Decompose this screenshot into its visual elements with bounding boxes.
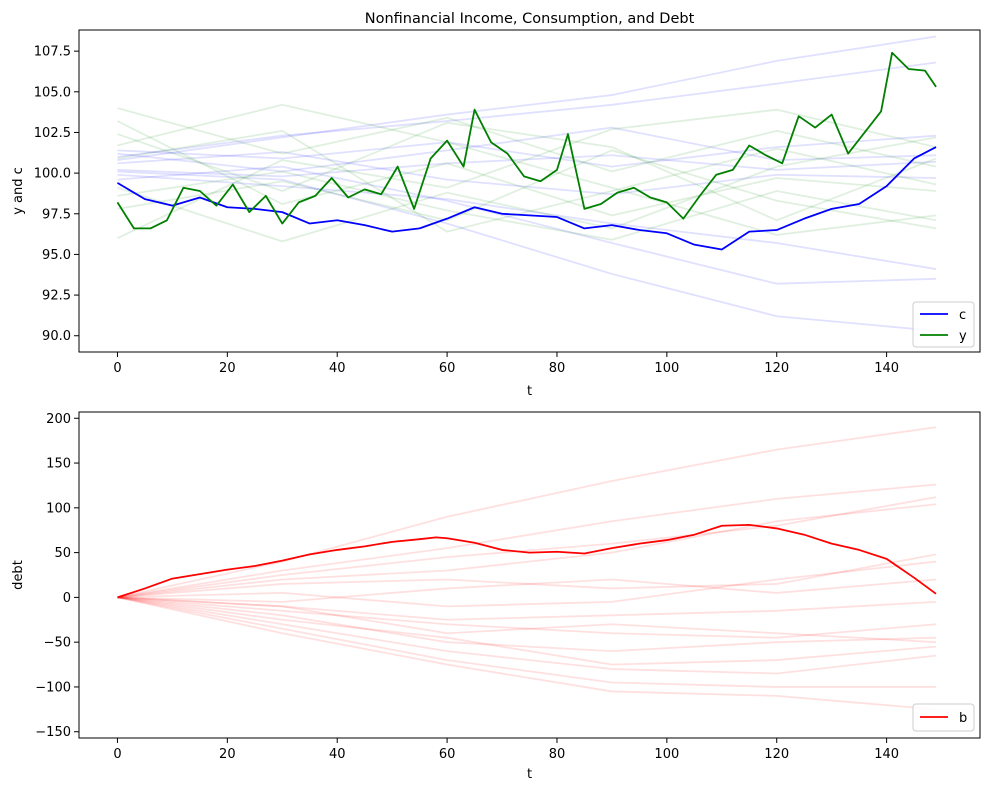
x-tick-label: 120 (764, 747, 789, 762)
x-tick-label: 140 (874, 361, 899, 376)
x-tick-label: 140 (874, 747, 899, 762)
x-tick-label: 20 (219, 747, 236, 762)
background-path (117, 136, 937, 243)
background-path (117, 596, 937, 666)
bottom-ticks: 0 20 40 60 80 100 120 140 −150 −100 −50 0 50 100 150 20… (35, 412, 899, 762)
background-path (117, 103, 937, 236)
background-path (117, 61, 937, 158)
x-tick-label: 120 (764, 361, 789, 376)
background-path (117, 35, 937, 161)
background-path (117, 553, 937, 599)
background-path (117, 121, 937, 222)
background-path (117, 154, 937, 178)
top-series-lines (116, 51, 937, 251)
x-tick-label: 40 (329, 361, 346, 376)
y-tick-label: 92.5 (42, 289, 71, 304)
background-path (117, 134, 937, 168)
background-path (117, 107, 937, 173)
background-path (117, 170, 937, 332)
background-path (117, 149, 937, 230)
background-path (117, 426, 937, 599)
top-x-axis-label: t (527, 384, 532, 399)
y-tick-label: 0 (63, 591, 71, 606)
x-tick-label: 0 (113, 361, 121, 376)
y-tick-label: 150 (46, 457, 71, 472)
bottom-legend: b (912, 703, 975, 732)
x-tick-label: 0 (113, 747, 121, 762)
background-path (117, 496, 937, 599)
y-tick-label: 105.0 (34, 85, 71, 100)
bottom-y-axis-label: debt (11, 560, 26, 590)
background-path (117, 120, 937, 217)
y-tick-label: 100 (46, 501, 71, 516)
y-tick-label: 95.0 (42, 248, 71, 263)
x-tick-label: 60 (439, 361, 456, 376)
top-background-paths (117, 35, 937, 332)
legend-label-b: b (959, 711, 967, 726)
top-legend: c y (912, 301, 975, 348)
background-path (117, 596, 937, 644)
top-panel: Nonfinancial Income, Consumption, and De… (11, 11, 981, 399)
series-line-c (116, 146, 937, 251)
y-tick-label: 50 (54, 546, 71, 561)
background-path (117, 129, 937, 233)
legend-label-y: y (959, 329, 967, 344)
y-tick-label: 90.0 (42, 329, 71, 344)
background-path (117, 151, 937, 196)
y-tick-label: 102.5 (34, 126, 71, 141)
x-tick-label: 100 (654, 361, 679, 376)
bottom-x-axis-label: t (527, 767, 532, 782)
x-tick-label: 20 (219, 361, 236, 376)
background-path (117, 596, 937, 639)
background-path (117, 596, 937, 711)
top-plot-area (78, 29, 981, 353)
background-path (117, 483, 937, 599)
background-path (117, 596, 937, 653)
top-ticks: 0 20 40 60 80 100 120 140 90.0 92.5 95.0 97.5 100.0 1… (34, 45, 899, 376)
x-tick-label: 40 (329, 747, 346, 762)
top-y-axis-label: y and c (11, 167, 26, 215)
background-path (117, 108, 937, 239)
background-path (117, 596, 937, 621)
background-path (117, 578, 937, 603)
bottom-background-paths (117, 426, 937, 711)
background-path (117, 560, 937, 608)
x-tick-label: 80 (549, 747, 566, 762)
y-tick-label: 200 (46, 412, 71, 427)
x-tick-label: 60 (439, 747, 456, 762)
background-path (117, 165, 937, 285)
y-tick-label: 107.5 (34, 45, 71, 60)
y-tick-label: −150 (35, 725, 71, 740)
background-path (117, 126, 937, 173)
background-path (117, 596, 937, 675)
y-tick-label: −100 (35, 680, 71, 695)
top-chart-title: Nonfinancial Income, Consumption, and De… (365, 11, 695, 27)
background-path (117, 596, 937, 688)
legend-label-c: c (959, 308, 966, 323)
series-line-y (116, 51, 937, 230)
background-path (117, 173, 937, 270)
x-tick-label: 80 (549, 361, 566, 376)
y-tick-label: 97.5 (42, 207, 71, 222)
background-path (117, 170, 937, 241)
series-line-b (117, 523, 937, 599)
y-tick-label: 100.0 (34, 167, 71, 182)
background-path (117, 503, 937, 599)
bottom-plot-area (78, 411, 981, 739)
x-tick-label: 100 (654, 747, 679, 762)
y-tick-label: −50 (44, 636, 71, 651)
bottom-series-lines (117, 523, 937, 599)
bottom-panel: t debt 0 20 40 60 80 100 120 140 −150 −100 −50 0 50 1… (11, 411, 981, 782)
